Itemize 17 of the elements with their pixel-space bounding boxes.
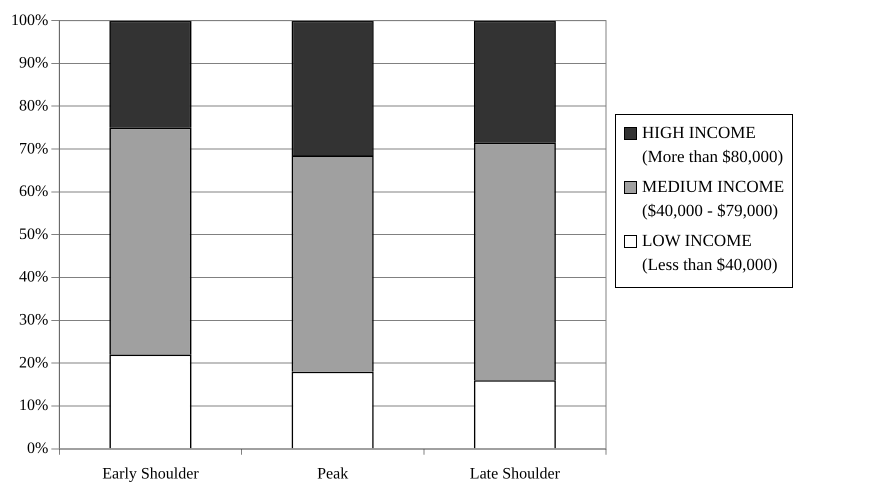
y-tick-label: 100% — [11, 12, 48, 29]
y-tick-label: 80% — [19, 97, 48, 114]
legend-label: MEDIUM INCOME ($40,000 - $79,000) — [642, 176, 784, 222]
x-tick-label: Peak — [317, 466, 348, 483]
y-tick-label: 30% — [19, 312, 48, 329]
y-tick-label: 90% — [19, 54, 48, 72]
y-tick-label: 60% — [19, 183, 48, 200]
y-tick-label: 40% — [19, 268, 48, 286]
y-tick-label: 70% — [19, 140, 48, 158]
y-tick-label: 20% — [19, 354, 48, 372]
x-tick-label: Late Shoulder — [470, 466, 561, 483]
x-tick-label: Early Shoulder — [102, 466, 200, 483]
y-tick-label: 0% — [27, 440, 48, 458]
text: LOW INCOME (Less than $40,000) — [642, 230, 778, 276]
legend-label: HIGH INCOME (More than $80,000) — [642, 122, 784, 168]
y-tick-label: 10% — [19, 397, 48, 414]
y-tick-label: 50% — [19, 226, 48, 243]
